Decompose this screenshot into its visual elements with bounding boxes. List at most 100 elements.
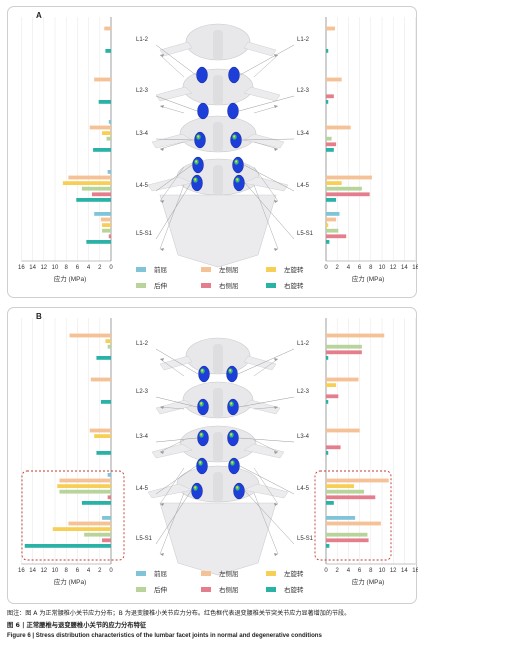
arrow-line: [253, 141, 279, 150]
bar: [326, 125, 351, 130]
bar: [57, 484, 111, 488]
bar: [326, 333, 385, 338]
legend-label: 右侧屈: [219, 586, 239, 594]
stress-peak: [200, 402, 203, 405]
bar: [102, 516, 111, 520]
tick-label: 10: [379, 265, 386, 271]
bar: [59, 478, 111, 483]
tick-label: 14: [401, 265, 408, 271]
facet-joint: [230, 131, 242, 149]
tick-label: 8: [65, 568, 69, 574]
arrow-head: [274, 358, 278, 361]
spinous-process: [213, 472, 223, 502]
stress-peak: [236, 178, 239, 181]
transverse-process: [243, 41, 277, 57]
facet-joint: [228, 457, 240, 475]
legend-item-left-rotation: 左旋转: [266, 264, 304, 274]
bar: [96, 451, 111, 455]
stress-peak: [194, 486, 197, 489]
spinous-process: [213, 388, 223, 418]
pointer-line: [155, 490, 192, 545]
spinous-process: [213, 344, 223, 374]
bar: [93, 148, 111, 152]
legend-item-left-bending: 左侧屈: [201, 264, 239, 274]
bar: [107, 344, 111, 349]
tick-label: 12: [40, 568, 47, 574]
bar: [104, 26, 111, 31]
level-label: L2-3: [136, 88, 149, 94]
transverse-process: [147, 176, 193, 192]
facet-joint: [233, 174, 245, 192]
x-axis-label: 应力 (MPa): [352, 577, 385, 586]
bar: [326, 428, 360, 433]
legend-item-right-rotation: 右旋转: [266, 280, 304, 290]
facet-joint: [227, 429, 239, 447]
bar: [326, 544, 330, 548]
bar: [326, 532, 368, 537]
arrow-head: [160, 406, 164, 409]
facet-joint: [228, 66, 240, 84]
bar: [86, 240, 111, 244]
tick-label: 4: [347, 568, 351, 574]
bar: [326, 521, 381, 526]
level-label: L4-5: [136, 486, 149, 492]
transverse-process: [155, 86, 193, 102]
facet-joint: [232, 156, 244, 174]
level-label: L2-3: [297, 88, 310, 94]
bar: [24, 544, 111, 548]
bar: [326, 383, 337, 387]
bar: [326, 495, 376, 500]
swatch-extension: [136, 282, 146, 288]
tick-label: 10: [379, 568, 386, 574]
transverse-process: [243, 399, 281, 415]
tick-label: 16: [412, 265, 418, 271]
swatch-left-rotation: [266, 266, 276, 272]
legend-item-right-bending: 右侧屈: [201, 584, 239, 594]
tick-label: 10: [52, 265, 59, 271]
swatch-flexion: [136, 266, 146, 272]
transverse-process: [159, 355, 193, 371]
bar: [326, 142, 337, 147]
x-axis-label: 应力 (MPa): [352, 274, 385, 283]
arrow-head: [160, 503, 164, 506]
pointer-line: [239, 44, 295, 76]
swatch-left-bending: [201, 266, 211, 272]
level-label: L1-2: [297, 341, 310, 347]
bar: [326, 478, 389, 483]
tick-label: 8: [369, 568, 373, 574]
legend-item-left-rotation: 左旋转: [266, 568, 304, 578]
bar: [105, 49, 111, 53]
pointer-line: [155, 348, 199, 375]
tick-label: 16: [18, 568, 25, 574]
legend-label: 左侧屈: [219, 266, 239, 274]
legend-a: 前屈 左侧屈 左旋转 后伸 右侧屈 右旋转: [136, 264, 336, 294]
bar: [326, 445, 341, 450]
level-label: L2-3: [297, 389, 310, 395]
tick-label: 4: [87, 265, 91, 271]
tick-label: 8: [65, 265, 69, 271]
legend-label: 前屈: [154, 570, 167, 578]
arrow-line: [253, 166, 279, 202]
x-axis-label: 应力 (MPa): [54, 274, 87, 283]
swatch-left-bending: [201, 570, 211, 576]
bar: [326, 228, 339, 233]
swatch-right-bending: [201, 586, 211, 592]
arrow-head: [160, 54, 164, 57]
bar: [68, 175, 111, 180]
tick-label: 6: [358, 265, 362, 271]
bar: [326, 223, 329, 227]
bar: [81, 186, 111, 191]
bar: [105, 339, 111, 343]
legend-label: 前屈: [154, 266, 167, 274]
pointer-line: [238, 95, 295, 112]
bar: [59, 489, 111, 494]
level-label: L5-S1: [136, 231, 153, 237]
arrow-line: [159, 105, 185, 114]
tick-label: 6: [76, 568, 80, 574]
tick-label: 14: [29, 265, 36, 271]
panel-a: A 16 14 12 10 8 6 4 2 0 应力 (MPa) 0 2 4 6 8 10 12 14 16 应力 (…: [7, 6, 418, 298]
facet-joint: [196, 457, 208, 475]
legend-item-right-rotation: 右旋转: [266, 584, 304, 594]
tick-label: 6: [358, 568, 362, 574]
transverse-process: [243, 355, 277, 371]
